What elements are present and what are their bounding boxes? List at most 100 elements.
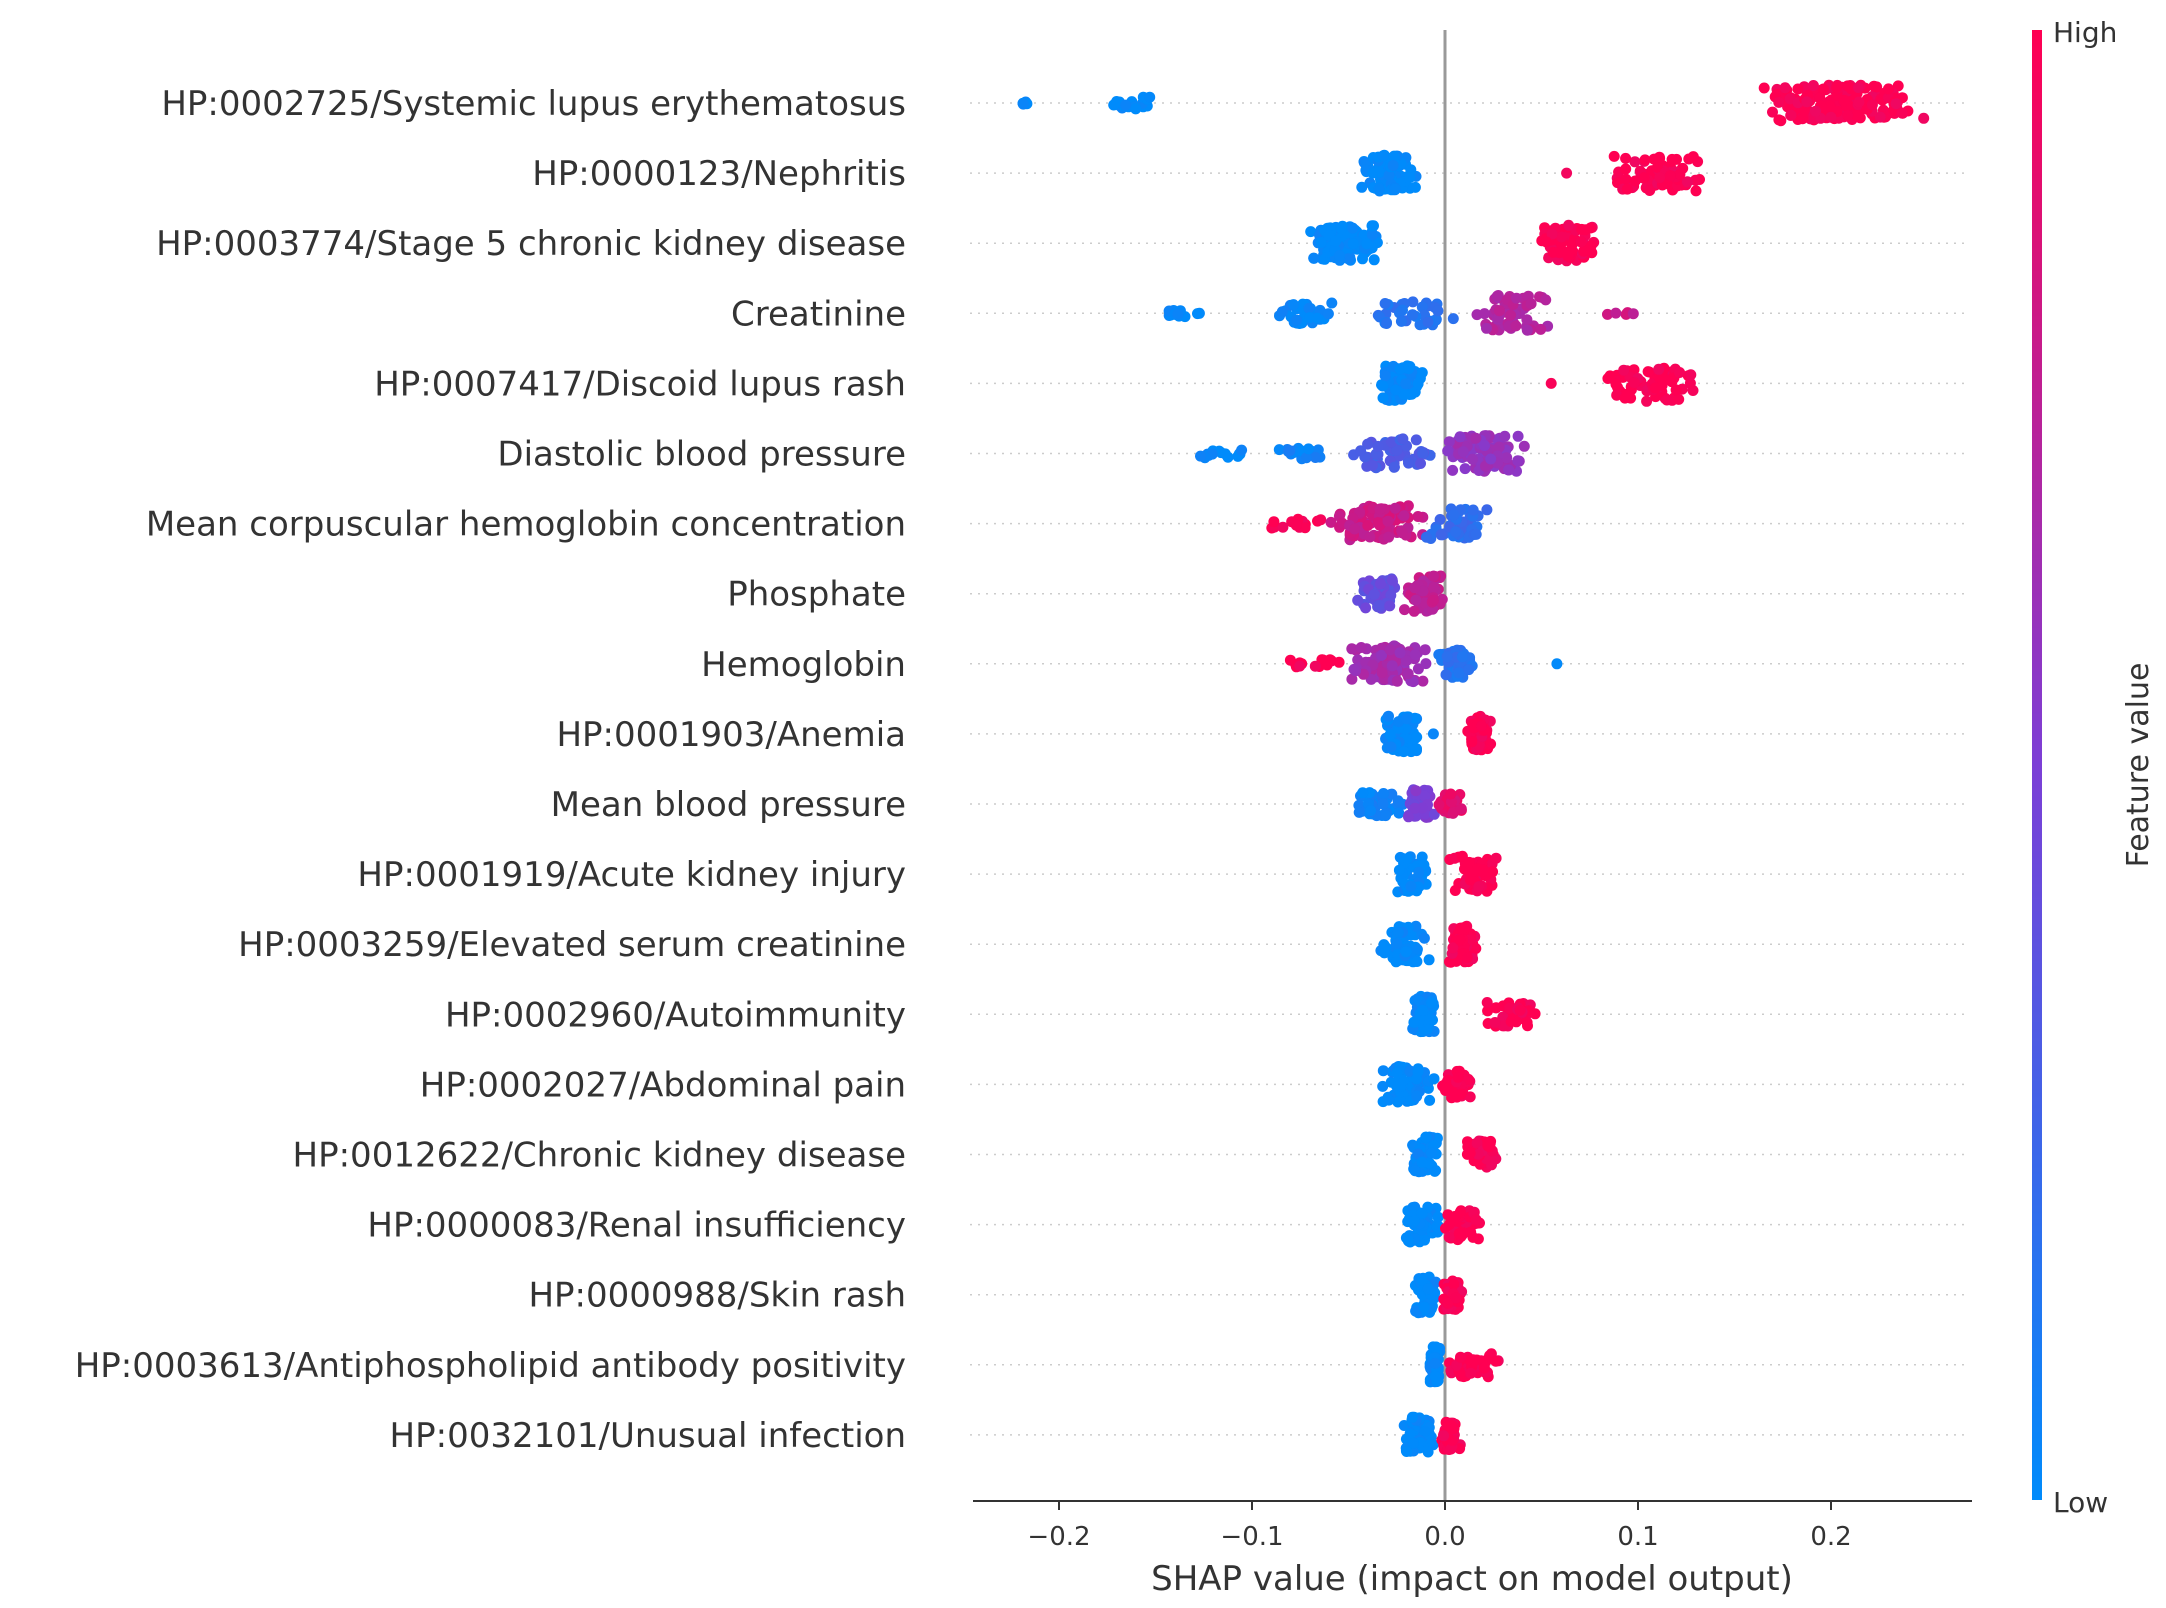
feature-label: Hemoglobin (701, 645, 906, 685)
shap-point (1357, 253, 1368, 265)
shap-point (1511, 292, 1522, 304)
shap-point (1458, 922, 1470, 934)
shap-point (1575, 236, 1587, 248)
shap-point (1305, 226, 1317, 238)
shap-point (1393, 807, 1405, 819)
shap-point (1671, 153, 1682, 165)
colorbar (2032, 30, 2042, 1500)
shap-point (1492, 290, 1504, 301)
shap-point (1684, 377, 1696, 389)
feature-label: Mean blood pressure (551, 785, 906, 825)
shap-point (1467, 504, 1479, 516)
shap-point (1410, 1305, 1422, 1317)
feature-label: HP:0012622/Chronic kidney disease (293, 1136, 906, 1176)
shap-point (1391, 1067, 1403, 1079)
feature-label: HP:0007417/Discoid lupus rash (374, 364, 906, 404)
shap-point (1379, 298, 1391, 309)
feature-label: Phosphate (727, 575, 906, 615)
shap-point (1342, 253, 1354, 265)
shap-point (1391, 445, 1403, 456)
shap-point (1315, 236, 1327, 248)
shap-point (1396, 527, 1408, 539)
shap-point (1402, 1235, 1414, 1247)
shap-point (1409, 181, 1421, 193)
shap-point (1412, 1148, 1424, 1160)
shap-point (1501, 452, 1513, 464)
shap-point (1398, 388, 1410, 400)
shap-point (1357, 787, 1369, 799)
shap-point (1400, 655, 1412, 667)
shap-point (1540, 236, 1552, 248)
shap-point (1465, 1367, 1477, 1379)
shap-point (1440, 1085, 1451, 1096)
shap-point (1443, 436, 1455, 448)
shap-point (1386, 436, 1397, 448)
shap-point (1810, 105, 1822, 117)
shap-point (1874, 111, 1886, 123)
shap-point (1288, 299, 1299, 311)
shap-point (1303, 302, 1315, 314)
shap-point (1385, 589, 1397, 601)
shap-point (1276, 306, 1288, 318)
shap-point (1299, 522, 1311, 534)
shap-point (1315, 514, 1327, 526)
shap-point (1581, 244, 1593, 256)
shap-point (1404, 172, 1416, 184)
shap-point (1346, 643, 1358, 655)
shap-point (1459, 463, 1471, 475)
shap-point (1525, 298, 1537, 310)
shap-point (1666, 376, 1678, 388)
shap-point (1366, 229, 1378, 241)
x-tick-label: 0.2 (1810, 1522, 1851, 1552)
shap-point (1457, 446, 1469, 458)
shap-point (1489, 1017, 1501, 1028)
shap-point (1493, 441, 1505, 453)
shap-point (1610, 378, 1622, 390)
shap-point (1466, 736, 1478, 748)
shap-point (1464, 1091, 1476, 1103)
shap-point (1467, 1354, 1479, 1366)
shap-point (1797, 113, 1808, 125)
shap-point (1664, 170, 1676, 182)
shap-point (1409, 649, 1421, 661)
shap-point (1431, 1221, 1443, 1233)
shap-point (1801, 96, 1813, 108)
shap-point (1406, 388, 1418, 400)
shap-point (1393, 864, 1405, 876)
shap-point (1383, 710, 1394, 722)
shap-point (1358, 229, 1370, 241)
shap-point (1653, 363, 1665, 375)
shap-point (1433, 799, 1445, 811)
shap-point (1416, 1156, 1428, 1168)
shap-point (1448, 1423, 1460, 1435)
shap-point (1455, 803, 1467, 815)
shap-point (1478, 864, 1490, 876)
colorbar-high-label: High (2053, 16, 2117, 49)
shap-point (1407, 309, 1419, 321)
feature-label: Diastolic blood pressure (497, 435, 906, 475)
shap-point (1294, 660, 1306, 672)
shap-point (1427, 728, 1439, 740)
shap-point (1449, 1210, 1461, 1222)
shap-point (1456, 651, 1468, 663)
shap-point (1540, 294, 1552, 306)
shap-point (1585, 222, 1596, 234)
shap-point (1620, 152, 1632, 164)
shap-point (1330, 235, 1342, 247)
shap-point (1444, 956, 1455, 968)
shap-point (1619, 392, 1631, 404)
shap-point (1388, 150, 1400, 162)
shap-point (1521, 314, 1533, 326)
shap-point (1470, 528, 1482, 540)
shap-point (1505, 309, 1517, 321)
shap-point (1426, 1147, 1437, 1159)
shap-point (1546, 228, 1558, 240)
shap-point (1130, 103, 1142, 115)
shap-point (1428, 808, 1440, 820)
shap-point (1403, 457, 1414, 469)
shap-point (1389, 183, 1401, 195)
shap-point (1499, 430, 1511, 442)
shap-point (1372, 440, 1384, 452)
shap-point (1303, 443, 1314, 455)
shap-point (1348, 663, 1360, 675)
